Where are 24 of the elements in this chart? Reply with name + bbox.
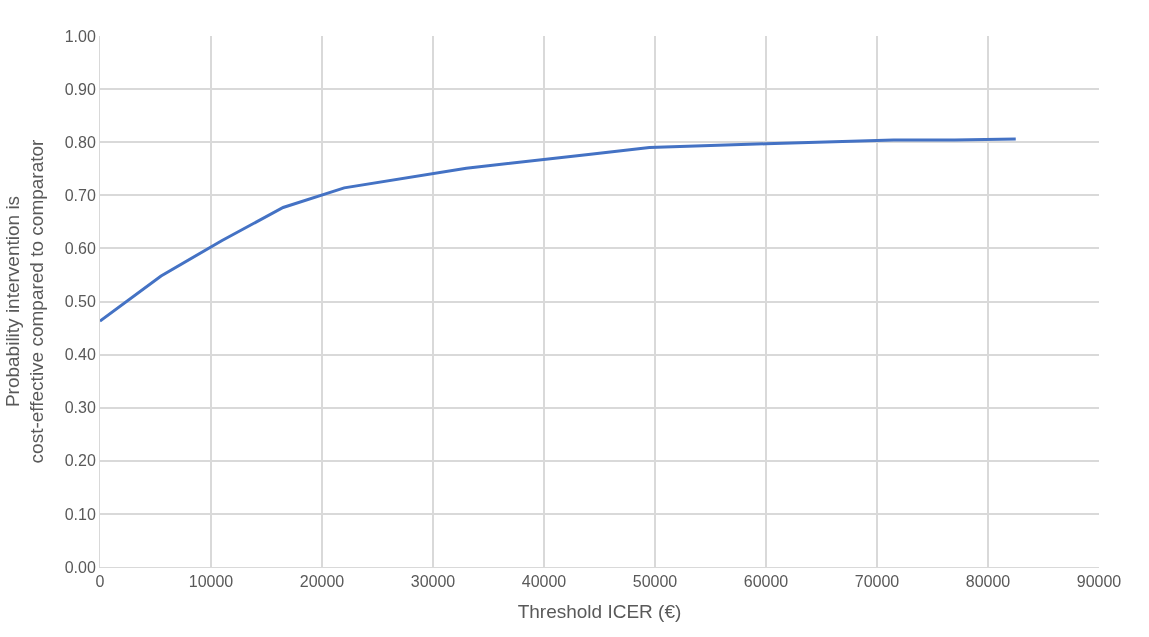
x-tick-label: 10000 (188, 573, 234, 591)
y-axis-title: Probability intervention is cost-effective compared to comparator (1, 138, 48, 464)
y-tick-label: 0.70 (64, 186, 96, 204)
x-axis-title: Threshold ICER (€) (517, 601, 682, 622)
x-tick-label: 50000 (632, 573, 678, 591)
y-tick-label: 0.30 (64, 399, 96, 417)
y-tick-label: 0.20 (64, 452, 96, 470)
x-tick-label: 0 (95, 573, 105, 591)
x-tick-label: 30000 (410, 573, 456, 591)
line-series (100, 137, 1018, 323)
y-tick-label: 0.80 (64, 133, 96, 151)
y-tick-label: 0.00 (64, 558, 96, 576)
x-tick-label: 40000 (521, 573, 567, 591)
x-tick-label: 60000 (743, 573, 789, 591)
x-tick-label: 90000 (1076, 573, 1122, 591)
y-tick-label: 0.90 (64, 80, 96, 98)
y-tick-label: 0.10 (64, 505, 96, 523)
y-tick-label: 0.60 (64, 240, 96, 257)
y-tick-label: 1.00 (64, 27, 96, 45)
x-tick-label: 70000 (854, 573, 900, 591)
y-tick-label: 0.40 (64, 346, 96, 364)
x-tick-label: 80000 (965, 573, 1011, 591)
x-tick-label: 20000 (299, 573, 345, 591)
y-tick-label: 0.50 (64, 293, 96, 311)
